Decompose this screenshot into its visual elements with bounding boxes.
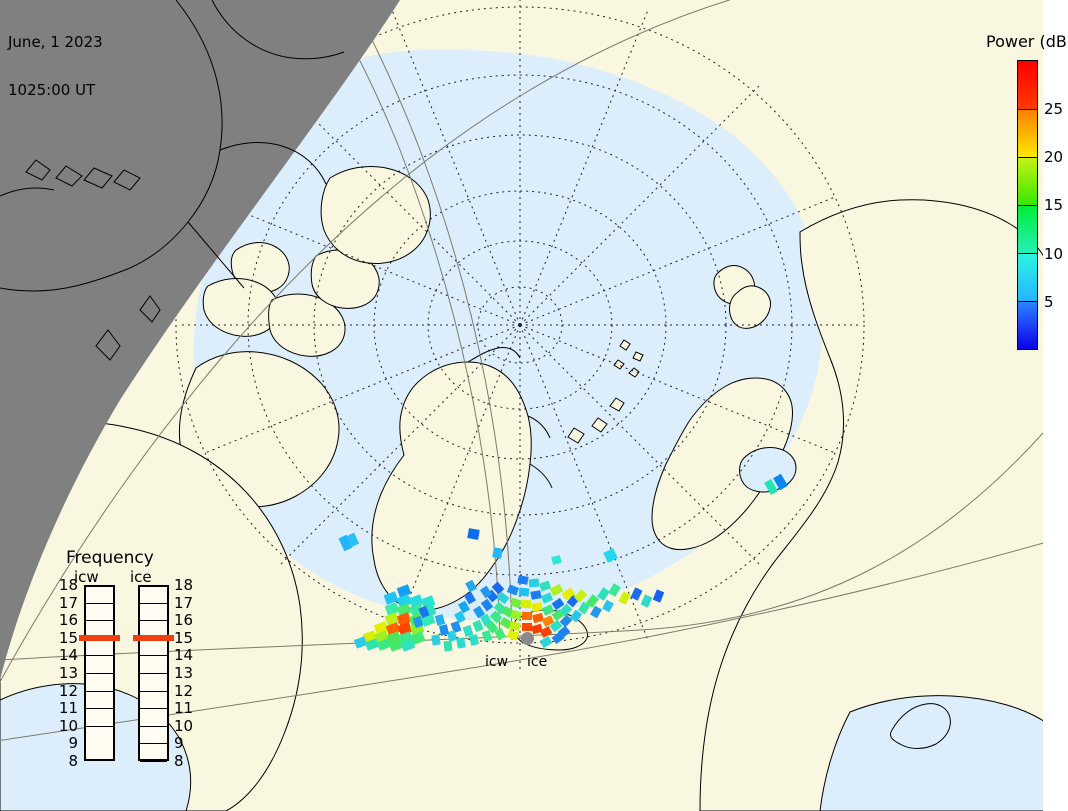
colorbar-tick-10: 10 — [1044, 245, 1064, 263]
colorbar-segment-1 — [1018, 109, 1037, 157]
frequency-label-ice-9: 9 — [174, 734, 184, 753]
frequency-tick — [140, 620, 167, 622]
frequency-label-icw-17: 17 — [58, 593, 78, 612]
backscatter-cell — [528, 578, 540, 588]
backscatter-cell — [518, 587, 530, 597]
radar-station-marker — [521, 632, 534, 645]
colorbar-segment-3 — [1018, 205, 1037, 253]
frequency-label-ice-13: 13 — [174, 664, 194, 682]
frequency-label-ice-14: 14 — [174, 646, 194, 665]
frequency-label-icw-15: 15 — [58, 628, 78, 647]
svalbard-2 — [729, 285, 771, 329]
colorbar-tick-20: 20 — [1044, 148, 1064, 166]
scandinavia — [651, 377, 793, 551]
frequency-marker-ice — [133, 634, 174, 641]
frequency-label-ice-16: 16 — [174, 611, 194, 630]
timestamp-date: June, 1 2023 — [8, 33, 103, 51]
frequency-label-icw-8: 8 — [68, 752, 78, 770]
timestamp: June, 1 2023 1025:00 UT — [8, 2, 103, 130]
frequency-label-icw-12: 12 — [58, 681, 78, 700]
russia-mainland — [699, 199, 1068, 811]
backscatter-cell — [466, 528, 480, 540]
frequency-label-ice-18: 18 — [174, 576, 194, 594]
frequency-label-ice-8: 8 — [174, 752, 184, 770]
colorbar-tick-25: 25 — [1044, 100, 1064, 118]
backscatter-cell — [520, 599, 532, 609]
frequency-tick — [86, 690, 113, 692]
backscatter-cell — [443, 640, 453, 652]
frequency-tick — [86, 725, 113, 727]
frequency-channel-label-ice: ice — [130, 568, 152, 586]
frequency-tick — [86, 655, 113, 657]
frequency-bar-icw — [84, 585, 115, 761]
backscatter-cell — [521, 611, 533, 621]
frequency-tick — [140, 655, 167, 657]
timestamp-time: 1025:00 UT — [8, 81, 96, 99]
colorbar-segment-4 — [1018, 253, 1037, 301]
frequency-tick — [140, 743, 167, 745]
frequency-tick — [86, 602, 113, 604]
backscatter-cell — [431, 634, 441, 646]
backscatter-cell — [522, 623, 532, 631]
colorbar-tick-15: 15 — [1044, 196, 1064, 214]
station-label-icw: icw — [485, 654, 509, 670]
frequency-label-icw-13: 13 — [58, 664, 78, 682]
frequency-tick — [140, 708, 167, 710]
right-margin-panel — [1043, 0, 1068, 811]
backscatter-cell — [517, 575, 529, 585]
colorbar-segment-0 — [1018, 61, 1037, 109]
siberian-sea-inlet — [819, 695, 1049, 811]
franz-josef-land — [613, 339, 644, 378]
frequency-tick — [86, 620, 113, 622]
frequency-label-icw-11: 11 — [58, 699, 78, 718]
frequency-label-icw-18: 18 — [58, 576, 78, 594]
frequency-label-ice-11: 11 — [174, 699, 194, 718]
frequency-tick — [86, 708, 113, 710]
greenland-detail — [467, 347, 553, 489]
frequency-label-ice-15: 15 — [174, 628, 194, 647]
greenland — [371, 361, 532, 611]
power-colorbar — [1017, 60, 1038, 350]
ellesmere — [320, 165, 431, 264]
lat-lon-grid — [175, 0, 865, 670]
frequency-label-ice-12: 12 — [174, 681, 194, 700]
frequency-channel-label-icw: icw — [74, 568, 99, 586]
backscatter-cell — [456, 637, 466, 649]
colorbar-title: Power (dB) — [986, 32, 1068, 51]
frequency-label-icw-9: 9 — [68, 734, 78, 753]
frequency-tick — [86, 673, 113, 674]
frequency-tick — [140, 761, 167, 762]
white-sea — [889, 703, 951, 749]
frequency-tick — [140, 673, 167, 674]
colorbar-segment-2 — [1018, 157, 1037, 205]
frequency-label-ice-10: 10 — [174, 716, 194, 735]
frequency-marker-icw — [79, 634, 120, 641]
frequency-tick — [140, 690, 167, 692]
frequency-bar-ice — [138, 585, 169, 762]
frequency-label-icw-14: 14 — [58, 646, 78, 665]
backscatter-cell — [491, 547, 503, 559]
frequency-label-icw-10: 10 — [58, 716, 78, 735]
small-islands — [567, 397, 625, 444]
frequency-tick — [140, 725, 167, 727]
frequency-tick — [140, 602, 167, 604]
colorbar-tick-5: 5 — [1044, 293, 1054, 311]
backscatter-cell — [530, 590, 542, 600]
frequency-label-ice-17: 17 — [174, 593, 194, 612]
frequency-legend-title: Frequency — [66, 548, 154, 568]
station-label-ice: ice — [527, 654, 548, 670]
colorbar-segment-5 — [1018, 301, 1037, 349]
frequency-label-icw-16: 16 — [58, 611, 78, 630]
